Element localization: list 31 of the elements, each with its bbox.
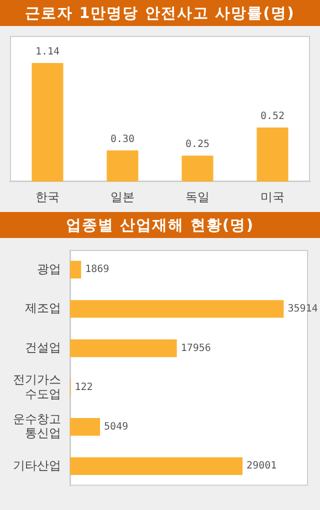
x-tick-label: 미국 <box>260 190 284 204</box>
data-label: 122 <box>74 382 93 394</box>
y-tick-label: 전기가스 수도업 <box>13 372 61 401</box>
bar <box>70 300 284 318</box>
data-label: 1869 <box>85 264 110 276</box>
bar <box>106 150 138 182</box>
y-tick-label: 제조업 <box>25 301 61 316</box>
bar <box>70 339 177 358</box>
data-label: 0.30 <box>110 134 135 145</box>
chart-title: 근로자 1만명당 안전사고 사망률(명) <box>0 0 320 26</box>
data-label: 5049 <box>104 421 128 432</box>
bar <box>70 260 82 278</box>
data-label: 0.52 <box>260 111 285 122</box>
y-tick-label: 광업 <box>37 262 61 276</box>
data-label: 1.14 <box>35 46 60 58</box>
data-label: 35914 <box>288 304 318 315</box>
bar <box>70 457 243 475</box>
data-label: 0.25 <box>185 139 210 150</box>
bar <box>182 156 214 182</box>
bar <box>256 128 288 182</box>
chart-title: 업종별 산업재해 현황(명) <box>0 212 320 238</box>
y-tick-label: 기타산업 <box>13 458 61 472</box>
y-tick-label: 운수창고 통신업 <box>13 412 61 440</box>
data-label: 29001 <box>246 460 277 472</box>
x-tick-label: 독일 <box>186 190 210 204</box>
data-label: 17956 <box>180 342 211 354</box>
y-tick-label: 건설업 <box>25 340 61 354</box>
bar <box>70 418 100 436</box>
x-tick-label: 한국 <box>36 190 60 204</box>
bar <box>32 63 64 182</box>
x-tick-label: 일본 <box>110 190 134 204</box>
